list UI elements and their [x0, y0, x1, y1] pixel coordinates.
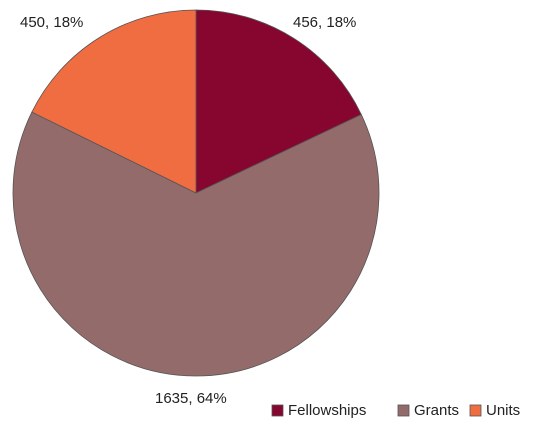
legend-swatch-grants: [397, 404, 410, 417]
pie-slices: [12, 9, 380, 377]
legend-label-grants: Grants: [414, 402, 459, 419]
data-label-grants: 1635, 64%: [155, 390, 227, 407]
legend-swatch-units: [469, 404, 482, 417]
pie-data-labels: 456, 18% 1635, 64% 450, 18%: [20, 14, 356, 407]
pie-slice-grants: [12, 111, 380, 377]
data-label-units: 450, 18%: [20, 14, 83, 31]
legend-label-fellowships: Fellowships: [288, 402, 366, 419]
data-label-fellowships: 456, 18%: [293, 14, 356, 31]
legend: Fellowships Grants Units: [271, 402, 520, 419]
legend-swatch-fellowships: [271, 404, 284, 417]
pie-slice-units: [31, 9, 197, 194]
pie-slice-fellowships: [195, 9, 362, 194]
legend-label-units: Units: [486, 402, 520, 419]
